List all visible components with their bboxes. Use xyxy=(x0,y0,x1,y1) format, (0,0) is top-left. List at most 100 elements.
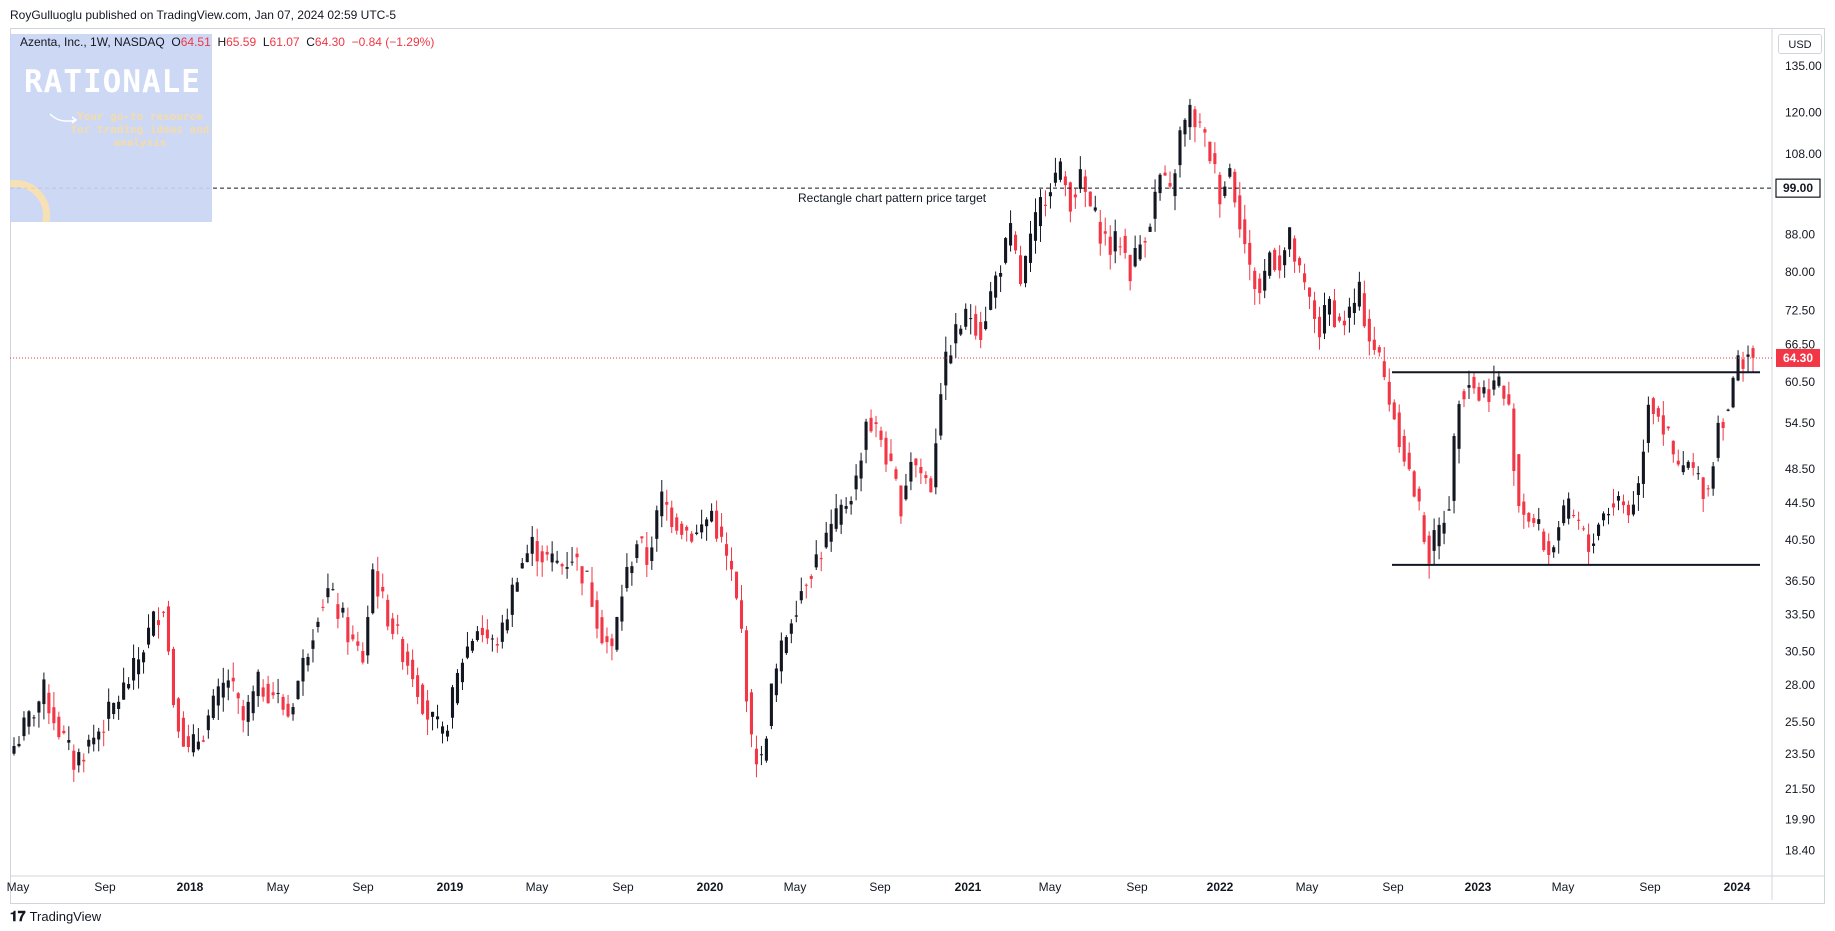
candle-body xyxy=(1636,483,1640,495)
candle-body xyxy=(1043,204,1047,206)
low-label: L xyxy=(262,35,270,49)
candle-body xyxy=(396,624,400,626)
candle-body xyxy=(1547,541,1551,555)
candle-body xyxy=(1542,531,1546,551)
y-tick-label: 135.00 xyxy=(1785,59,1822,73)
candle-body xyxy=(1278,255,1282,271)
candle-body xyxy=(1203,129,1207,133)
candle-body xyxy=(1532,518,1536,523)
candle-body xyxy=(1492,380,1496,390)
candle-body xyxy=(1078,169,1082,189)
candle-body xyxy=(1507,394,1511,405)
candle-body xyxy=(1113,231,1117,252)
candle-body xyxy=(1746,354,1750,357)
y-tick-label: 23.50 xyxy=(1785,747,1815,761)
candle-body xyxy=(1367,318,1371,342)
open-label: O xyxy=(171,35,181,49)
x-tick-label: Sep xyxy=(94,880,116,894)
candle-body xyxy=(1038,197,1043,227)
candle-body xyxy=(1422,515,1426,542)
candle-body xyxy=(52,707,56,724)
candle-body xyxy=(27,711,31,727)
candle-body xyxy=(1577,519,1581,521)
y-tick-label: 80.00 xyxy=(1785,265,1815,279)
candle-body xyxy=(431,711,435,717)
candle-body xyxy=(376,571,380,597)
candle-body xyxy=(934,443,938,488)
candle-body xyxy=(1626,504,1630,516)
y-tick-label: 21.50 xyxy=(1785,782,1815,796)
candle-body xyxy=(102,731,106,733)
x-tick-label: 2018 xyxy=(177,880,204,894)
candle-body xyxy=(1462,391,1466,400)
candle-body xyxy=(156,620,161,626)
x-tick-label: May xyxy=(1552,880,1575,894)
candle-body xyxy=(1083,176,1087,192)
candle-body xyxy=(171,648,175,706)
candle-body xyxy=(1248,242,1252,265)
candle-body xyxy=(1631,504,1635,515)
candle-body xyxy=(600,617,604,644)
candle-body xyxy=(909,461,913,482)
candle-body xyxy=(1322,305,1327,334)
candle-body xyxy=(361,651,365,663)
candle-body xyxy=(475,631,479,640)
candle-body xyxy=(1621,501,1626,506)
candle-body xyxy=(595,600,599,629)
candle-body xyxy=(949,355,953,364)
candle-body xyxy=(57,716,61,738)
candle-body xyxy=(1601,513,1606,521)
candle-body xyxy=(1303,273,1307,283)
candle-body xyxy=(381,586,385,592)
candle-body xyxy=(271,692,275,696)
candle-body xyxy=(221,682,225,698)
y-tick-label: 18.40 xyxy=(1785,843,1815,857)
candle-body xyxy=(1023,255,1028,284)
candle-body xyxy=(1382,361,1386,378)
candle-body xyxy=(1283,250,1287,266)
candle-body xyxy=(879,430,883,440)
candle-body xyxy=(1686,461,1690,468)
candle-body xyxy=(545,551,549,555)
candle-body xyxy=(680,523,684,535)
candle-body xyxy=(1108,236,1112,255)
chart-frame[interactable] xyxy=(10,28,1825,904)
candle-body xyxy=(660,491,664,517)
candle-body xyxy=(1293,238,1297,262)
swoosh-icon xyxy=(49,113,78,124)
tradingview-footer[interactable]: 𝟏𝟕 TradingView xyxy=(10,908,101,925)
candle-body xyxy=(929,478,933,493)
candle-body xyxy=(196,741,200,750)
candle-body xyxy=(236,693,240,699)
candle-body xyxy=(585,570,589,572)
candle-body xyxy=(1258,278,1262,294)
currency-button[interactable]: USD xyxy=(1778,34,1822,54)
candle-body xyxy=(321,606,325,608)
x-tick-label: Sep xyxy=(612,880,634,894)
candle-body xyxy=(570,561,574,563)
candle-body xyxy=(1288,227,1292,250)
candle-body xyxy=(1412,471,1416,497)
candle-body xyxy=(1218,174,1222,205)
candle-body xyxy=(1696,473,1700,475)
top-bar: RoyGulluoglu published on TradingView.co… xyxy=(0,0,1835,28)
candle-body xyxy=(12,745,16,754)
candle-body xyxy=(1487,389,1491,402)
candle-body xyxy=(1377,347,1381,353)
candle-body xyxy=(1407,452,1411,470)
candle-body xyxy=(346,617,350,643)
candle-body xyxy=(1417,488,1421,502)
open-value: 64.51 xyxy=(180,35,211,49)
candle-body xyxy=(311,640,315,649)
candle-body xyxy=(266,683,270,704)
candle-body xyxy=(839,504,843,525)
candle-body xyxy=(1133,247,1137,267)
candle-body xyxy=(455,672,460,704)
candle-body xyxy=(32,717,36,719)
candle-body xyxy=(635,544,639,559)
candle-body xyxy=(1347,306,1351,318)
candle-body xyxy=(1557,527,1561,541)
candle-body xyxy=(974,314,978,336)
candle-body xyxy=(1452,435,1456,501)
